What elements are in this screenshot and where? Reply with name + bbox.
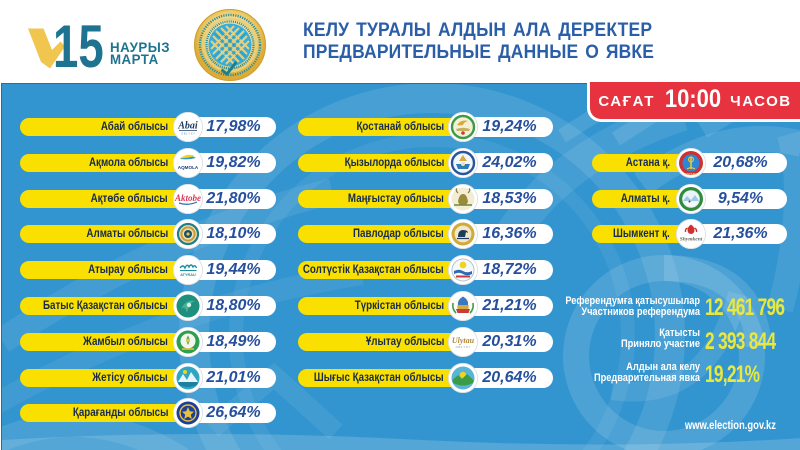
svg-text:ASTANA: ASTANA (685, 172, 698, 176)
svg-text:ATYRAU: ATYRAU (180, 273, 196, 277)
svg-text:Abai: Abai (177, 121, 198, 132)
svg-text:Ulytau: Ulytau (452, 336, 475, 345)
svg-text:Aktobe: Aktobe (174, 193, 201, 203)
svg-text:AQMOLA: AQMOLA (178, 165, 199, 170)
svg-text:O B L Y S Y: O B L Y S Y (456, 345, 471, 349)
svg-text:Shymkent: Shymkent (680, 237, 703, 243)
svg-text:O B L Y S Y: O B L Y S Y (181, 132, 195, 136)
